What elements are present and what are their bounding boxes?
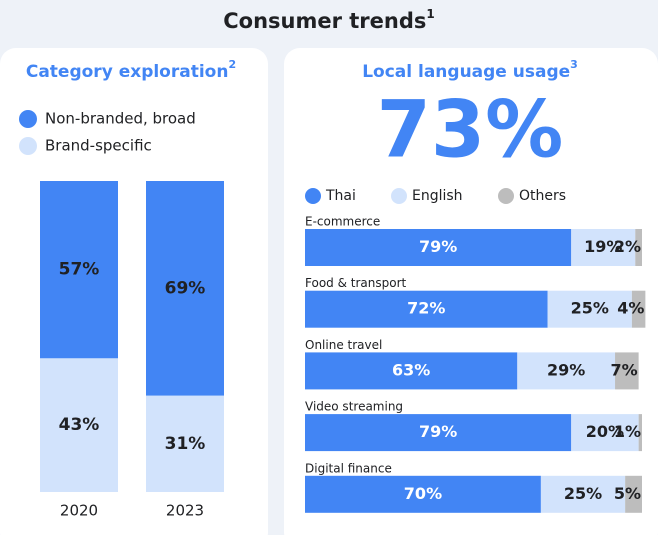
value-label: 29% bbox=[547, 360, 585, 379]
bar-segment bbox=[540, 475, 626, 513]
bar-segment bbox=[40, 181, 118, 359]
bar-segment bbox=[615, 352, 639, 390]
chart-title-text: Local language usage bbox=[362, 62, 570, 82]
chart-footnote: 3 bbox=[570, 58, 578, 71]
category-label: Digital finance bbox=[305, 461, 392, 475]
value-label: 72% bbox=[407, 299, 445, 318]
bar-segment bbox=[571, 414, 639, 452]
bar-segment bbox=[305, 352, 518, 390]
bar-segment bbox=[146, 395, 224, 492]
bar-segment bbox=[146, 181, 224, 396]
value-label: 19% bbox=[584, 237, 622, 256]
category-label: Video streaming bbox=[305, 400, 403, 414]
chart-title: Category exploration2 bbox=[26, 58, 236, 82]
chart-footnote: 2 bbox=[228, 58, 236, 71]
value-label: 20% bbox=[586, 422, 624, 441]
legend-swatch bbox=[19, 137, 37, 155]
legend-label: Thai bbox=[325, 188, 356, 204]
value-label: 25% bbox=[571, 299, 609, 318]
bar-segment bbox=[571, 229, 636, 266]
value-label: 70% bbox=[404, 484, 442, 503]
legend-swatch bbox=[19, 110, 37, 128]
legend-swatch bbox=[498, 188, 514, 204]
value-label: 57% bbox=[59, 260, 100, 280]
value-label: 79% bbox=[419, 237, 457, 256]
value-label: 43% bbox=[59, 415, 100, 435]
x-tick-label: 2020 bbox=[60, 502, 98, 520]
value-label: 5% bbox=[614, 484, 641, 503]
legend-label: English bbox=[412, 188, 463, 204]
value-label: 7% bbox=[610, 360, 637, 379]
category-label: Online travel bbox=[305, 338, 382, 352]
legend-swatch bbox=[391, 188, 407, 204]
highlight-stat: 73% bbox=[377, 85, 564, 175]
chart-title: Local language usage3 bbox=[362, 58, 578, 82]
bar-segment bbox=[40, 358, 118, 492]
legend-label: Others bbox=[519, 188, 566, 204]
bar-segment bbox=[635, 229, 642, 266]
legend-label: Non-branded, broad bbox=[45, 110, 196, 128]
chart-title-text: Category exploration bbox=[26, 62, 229, 82]
value-label: 69% bbox=[165, 278, 206, 298]
category-label: Food & transport bbox=[305, 276, 407, 290]
bar-segment bbox=[517, 352, 616, 390]
legend-swatch bbox=[305, 188, 321, 204]
value-label: 25% bbox=[564, 484, 602, 503]
bar-segment bbox=[305, 229, 572, 266]
category-label: E-commerce bbox=[305, 215, 380, 229]
title-text: Consumer trends bbox=[223, 9, 426, 33]
title-footnote: 1 bbox=[426, 7, 434, 21]
value-label: 1% bbox=[614, 422, 641, 441]
bar-segment bbox=[625, 475, 642, 513]
value-label: 2% bbox=[614, 237, 641, 256]
value-label: 79% bbox=[419, 422, 457, 441]
bar-segment bbox=[305, 414, 572, 452]
page-title: Consumer trends1 bbox=[223, 7, 435, 34]
bar-segment bbox=[638, 414, 642, 452]
x-tick-label: 2023 bbox=[166, 502, 204, 520]
value-label: 31% bbox=[165, 434, 206, 454]
value-label: 4% bbox=[617, 299, 644, 318]
bar-segment bbox=[305, 290, 548, 328]
bar-segment bbox=[305, 475, 541, 513]
value-label: 63% bbox=[392, 360, 430, 379]
bar-segment bbox=[547, 290, 632, 328]
legend-label: Brand-specific bbox=[45, 137, 152, 155]
bar-segment bbox=[631, 290, 646, 328]
